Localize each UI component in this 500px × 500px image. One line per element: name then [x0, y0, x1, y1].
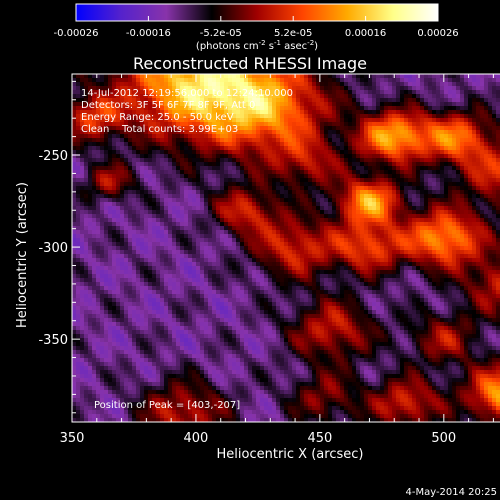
y-tick-label: -250 [38, 149, 68, 164]
annotation-peak-position: Position of Peak = [403,-207] [94, 400, 240, 411]
footer-date: 4-May-2014 20:25 [405, 487, 497, 498]
chart-title: Reconstructed RHESSI Image [133, 54, 367, 73]
colorbar-tick-label: 5.2e-05 [274, 28, 312, 39]
plot-frame [71, 73, 500, 423]
x-tick-label: 450 [307, 431, 332, 446]
colorbar-tick-label: -0.00026 [54, 28, 99, 39]
colorbar-tick-label: -5.2e-05 [200, 28, 242, 39]
annotation-method: Clean [81, 124, 109, 135]
y-tick-label: -350 [38, 333, 68, 348]
colorbar-bar [75, 3, 439, 22]
colorbar-unit-label: (photons cm-2 s-1 asec-2) [196, 39, 318, 52]
annotation-time-range: 14-Jul-2012 12:19:56.000 to 12:24:10.000 [81, 88, 293, 99]
heatmap-image [72, 74, 500, 422]
annotation-energy-range: Energy Range: 25.0 - 50.0 keV [81, 112, 234, 123]
axis-ticks: 350 400 450 500 -250 -300 -350 [38, 74, 494, 446]
x-axis-title: Heliocentric X (arcsec) [217, 447, 364, 462]
colorbar: -0.00026 -0.00016 -5.2e-05 5.2e-05 0.00016 0.… [54, 3, 459, 52]
info-annotations: 14-Jul-2012 12:19:56.000 to 12:24:10.000… [81, 88, 293, 411]
colorbar-tick-label: -0.00016 [126, 28, 171, 39]
colorbar-tick-label: 0.00026 [417, 28, 458, 39]
colorbar-ticks: -0.00026 -0.00016 -5.2e-05 5.2e-05 0.00016 0.… [54, 16, 459, 39]
y-tick-label: -300 [38, 241, 68, 256]
x-tick-label: 350 [60, 431, 85, 446]
annotation-total-counts: Total counts: 3.99E+03 [121, 124, 238, 135]
annotation-detectors: Detectors: 3F 5F 6F 7F 8F 9F, Att 0 [81, 100, 255, 111]
x-tick-label: 400 [184, 431, 209, 446]
y-axis-title: Heliocentric Y (arcsec) [15, 182, 30, 328]
colorbar-tick-label: 0.00016 [345, 28, 386, 39]
x-tick-label: 500 [431, 431, 456, 446]
